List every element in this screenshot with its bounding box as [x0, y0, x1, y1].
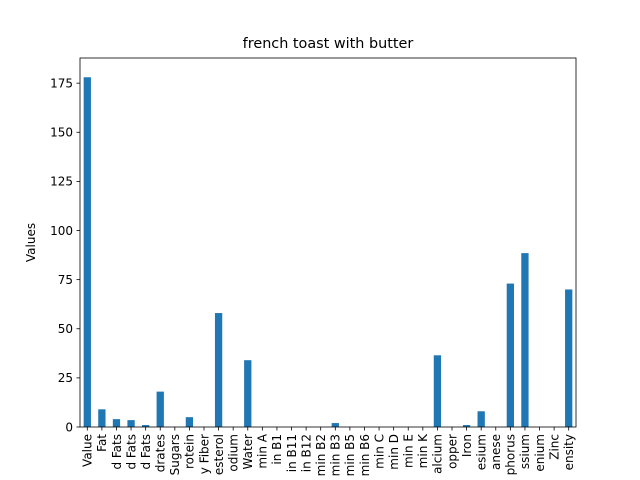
x-tick-label: min B2: [314, 434, 328, 476]
bar: [244, 360, 252, 427]
x-tick-label: y Fiber: [197, 434, 211, 474]
bar: [127, 420, 135, 427]
x-tick-label: min K: [416, 433, 430, 468]
y-tick-label: 175: [50, 76, 73, 90]
bar: [214, 313, 223, 427]
x-tick-label: min C: [372, 434, 386, 469]
x-tick-label: min D: [387, 434, 401, 470]
x-tick-label: alcium: [431, 434, 445, 474]
x-tick-label: enium: [533, 434, 547, 472]
plot-frame: [79, 57, 577, 428]
y-axis-label: Values: [24, 223, 38, 262]
x-tick-label: opper: [445, 434, 459, 469]
x-tick-label: in B1: [270, 434, 284, 465]
y-tick-label: 75: [58, 273, 73, 287]
bar: [433, 355, 442, 427]
x-tick-label: min E: [402, 434, 416, 468]
x-tick-label: esium: [474, 434, 488, 470]
bars-group: [83, 77, 573, 428]
x-tick-label: d Fats: [139, 434, 153, 470]
bar: [462, 425, 471, 427]
x-tick-label: Iron: [460, 434, 474, 457]
bar: [331, 423, 339, 427]
x-tick-label: d Fats: [124, 434, 138, 470]
bar: [83, 77, 91, 428]
bar: [156, 391, 164, 427]
x-tick-label: Value: [81, 434, 95, 467]
bar: [506, 283, 514, 427]
x-tick-label: min B5: [343, 434, 357, 476]
x-tick-label: odium: [226, 434, 240, 472]
x-tick-label: Zinc: [547, 434, 561, 460]
bar: [477, 411, 485, 427]
x-tick-label: in B12: [299, 434, 313, 472]
chart-title: french toast with butter: [243, 36, 414, 52]
bar: [521, 253, 529, 427]
x-axis-ticks: Value Fat d Fats d Fats d Fats drates Sugars ro…: [81, 427, 576, 476]
y-tick-label: 50: [58, 322, 73, 336]
x-tick-label: anese: [489, 434, 503, 470]
x-tick-label: phorus: [504, 434, 518, 475]
y-tick-label: 25: [58, 371, 73, 385]
plot-area: [80, 58, 576, 427]
x-tick-label: Fat: [95, 434, 109, 452]
x-tick-label: min B3: [329, 434, 343, 476]
x-tick-label: ensity: [562, 434, 576, 470]
x-tick-label: Sugars: [168, 434, 182, 475]
y-tick-label: 100: [50, 224, 73, 238]
bar: [565, 289, 573, 427]
y-tick-label: 150: [50, 126, 73, 140]
x-tick-label: min A: [256, 433, 270, 468]
x-tick-label: ssium: [518, 434, 532, 469]
y-tick-label: 0: [65, 420, 73, 434]
bar: [185, 417, 194, 427]
x-tick-label: min B6: [358, 434, 372, 476]
y-axis-ticks: 0 25 50 75 100 125 150 175: [50, 76, 80, 434]
y-tick-label: 125: [50, 175, 73, 189]
bar: [142, 425, 150, 427]
x-tick-label: in B11: [285, 434, 299, 472]
x-tick-label: Water: [241, 434, 255, 470]
x-tick-label: esterol: [212, 434, 226, 475]
bar: [112, 419, 121, 427]
x-tick-label: d Fats: [110, 434, 124, 470]
bar: [98, 409, 106, 427]
x-tick-label: drates: [154, 434, 168, 472]
x-tick-label: rotein: [183, 434, 197, 469]
